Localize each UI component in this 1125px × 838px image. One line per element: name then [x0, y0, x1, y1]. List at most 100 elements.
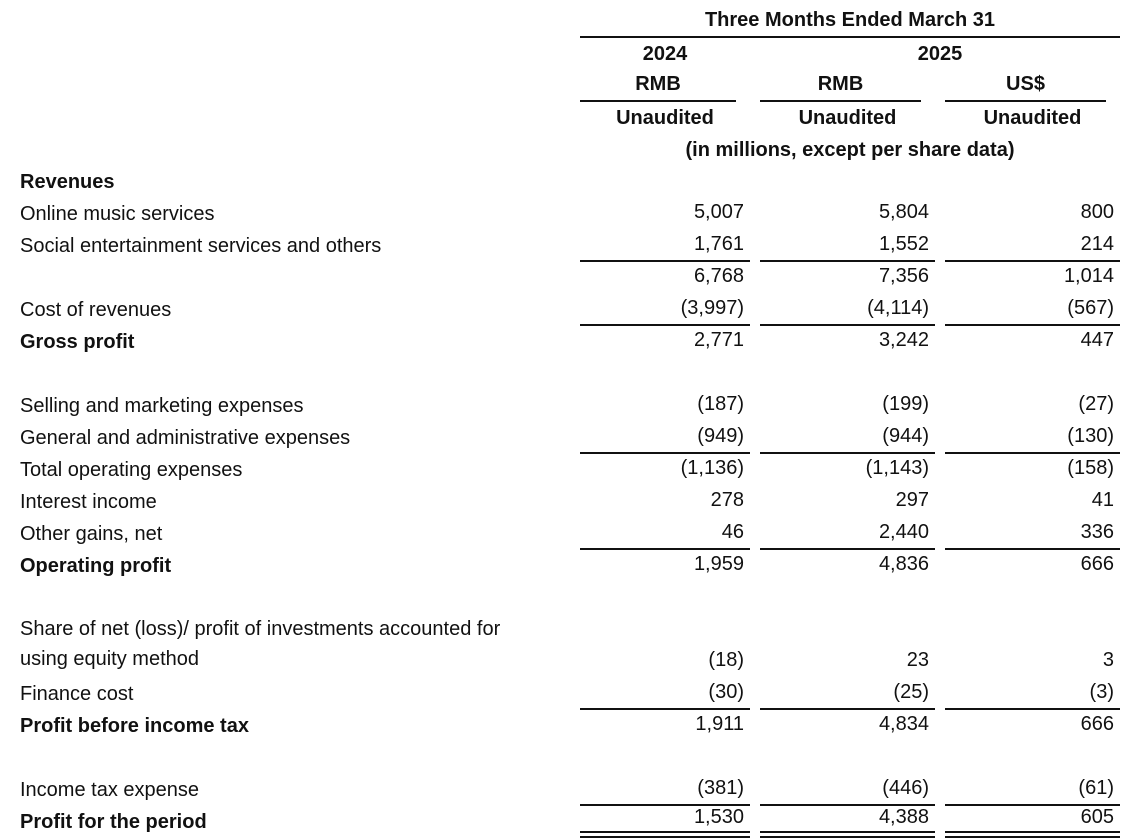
- value-2025-rmb: (1,143): [865, 457, 929, 479]
- row-subtotal: 6,768 7,356 1,014: [0, 262, 1125, 294]
- value-2025-rmb: [760, 608, 935, 614]
- row-label: General and administrative expenses: [0, 427, 570, 454]
- row-label: Income tax expense: [0, 779, 570, 806]
- row-total-operating-expenses: Total operating expenses (1,136) (1,143) (1…: [0, 454, 1125, 486]
- value-2024-rmb: [580, 768, 750, 774]
- row-label: Gross profit: [0, 331, 570, 358]
- value-2025-rmb: (25): [760, 681, 935, 710]
- units-note-row: (in millions, except per share data): [0, 134, 1125, 166]
- row-profit-before-income-tax: Profit before income tax 1,911 4,834 666: [0, 710, 1125, 742]
- row-label: Social entertainment services and others: [0, 235, 570, 262]
- row-label-text: Total operating expenses: [20, 459, 243, 481]
- row-revenues: Revenues: [0, 166, 1125, 198]
- value-2025-usd: 666: [1080, 553, 1114, 575]
- value-2025-rmb: (446): [760, 777, 935, 806]
- value-2024-rmb: (949): [580, 425, 750, 454]
- row-label-text: Other gains, net: [20, 523, 163, 545]
- row-label: Finance cost: [0, 683, 570, 710]
- row-label: Interest income: [0, 491, 570, 518]
- value-2024-rmb: (187): [697, 393, 744, 415]
- value-2024-rmb: 5,007: [693, 201, 744, 223]
- row-online-music-services: Online music services 5,007 5,804 800: [0, 198, 1125, 230]
- value-2025-rmb: 3,242: [878, 329, 929, 351]
- value-2025-usd: (27): [1078, 393, 1114, 415]
- row-share-of-net-loss-profit-of-investments-accounted-for-using-equity-method: Share of net (loss)/ profit of investmen…: [0, 614, 1125, 678]
- row-general-and-administrative-expenses: General and administrative expenses (949)…: [0, 422, 1125, 454]
- value-2025-usd: 800: [1080, 201, 1114, 223]
- value-2025-rmb: (199): [882, 393, 929, 415]
- row-gross-profit: Gross profit 2,771 3,242 447: [0, 326, 1125, 358]
- row-label: Selling and marketing expenses: [0, 395, 570, 422]
- value-2025-usd: [945, 608, 1120, 614]
- value-2025-usd: 336: [945, 521, 1120, 550]
- empty-label-cell: [0, 98, 570, 102]
- value-2024-rmb: (1,136): [680, 457, 744, 479]
- value-2024-rmb: [580, 608, 750, 614]
- row-selling-and-marketing-expenses: Selling and marketing expenses (187) (199)…: [0, 390, 1125, 422]
- value-2024-rmb: (18): [708, 649, 744, 671]
- empty-label-cell: [0, 66, 570, 70]
- row-label: Profit before income tax: [0, 715, 570, 742]
- row-label-text: Operating profit: [20, 555, 172, 577]
- row-label-text: Selling and marketing expenses: [20, 395, 304, 417]
- unaudited-label-2024-rmb: Unaudited: [616, 107, 714, 129]
- value-2025-usd: (3): [945, 681, 1120, 710]
- value-2024-rmb: (3,997): [580, 297, 750, 326]
- row-spacer: [0, 358, 1125, 390]
- row-operating-profit: Operating profit 1,959 4,836 666: [0, 550, 1125, 582]
- row-label: Share of net (loss)/ profit of investmen…: [0, 614, 570, 678]
- row-label: Profit for the period: [0, 811, 570, 838]
- value-2024-rmb: 1,761: [580, 233, 750, 262]
- empty-label-cell: [0, 130, 570, 134]
- row-label-text: Social entertainment services and others: [20, 235, 382, 257]
- value-2024-rmb: [580, 192, 750, 198]
- row-profit-for-the-period: Profit for the period 1,530 4,388 605: [0, 806, 1125, 838]
- year-2024-header: 2024: [642, 43, 688, 65]
- row-label: Online music services: [0, 203, 570, 230]
- value-2024-rmb: 46: [580, 521, 750, 550]
- value-2025-rmb: 1,552: [760, 233, 935, 262]
- value-2025-rmb: 4,388: [760, 806, 935, 838]
- row-label: Revenues: [0, 171, 570, 198]
- value-2025-usd: [945, 384, 1120, 390]
- value-2024-rmb: (381): [580, 777, 750, 806]
- row-interest-income: Interest income 278 297 41: [0, 486, 1125, 518]
- period-header-row: Three Months Ended March 31: [0, 4, 1125, 38]
- row-label-text: Profit for the period: [20, 811, 207, 833]
- value-2025-usd: [945, 768, 1120, 774]
- row-other-gains-net: Other gains, net 46 2,440 336: [0, 518, 1125, 550]
- value-2025-rmb: (4,114): [760, 297, 935, 326]
- period-title: Three Months Ended March 31: [580, 9, 1120, 38]
- empty-label-cell: [0, 34, 570, 38]
- row-income-tax-expense: Income tax expense (381) (446) (61): [0, 774, 1125, 806]
- unaudited-label-2025-usd: Unaudited: [983, 107, 1082, 129]
- row-label: Total operating expenses: [0, 459, 570, 486]
- value-2025-rmb: 5,804: [878, 201, 929, 223]
- value-2025-rmb: [760, 192, 935, 198]
- row-cost-of-revenues: Cost of revenues (3,997) (4,114) (567): [0, 294, 1125, 326]
- year-2025-header: 2025: [917, 43, 963, 65]
- value-2025-usd: [945, 192, 1120, 198]
- row-label-text: Revenues: [20, 171, 115, 193]
- row-label-text: Gross profit: [20, 331, 135, 353]
- value-2025-usd: 3: [1102, 649, 1114, 671]
- value-2025-usd: 1,014: [1063, 265, 1114, 287]
- unaudited-header-row: Unaudited Unaudited Unaudited: [0, 102, 1125, 134]
- empty-label-cell: [0, 770, 570, 774]
- value-2025-rmb: [760, 384, 935, 390]
- value-2025-usd: 214: [945, 233, 1120, 262]
- unaudited-label-2025-rmb: Unaudited: [798, 107, 897, 129]
- empty-label-cell: [0, 162, 570, 166]
- row-finance-cost: Finance cost (30) (25) (3): [0, 678, 1125, 710]
- value-2025-rmb: 4,834: [878, 713, 929, 735]
- empty-label-cell: [0, 290, 570, 294]
- currency-header-2025-rmb: RMB: [760, 73, 921, 102]
- value-2024-rmb: 2,771: [693, 329, 744, 351]
- value-2025-usd: 666: [1080, 713, 1114, 735]
- year-header-row: 2024 2025: [0, 38, 1125, 70]
- value-2025-usd: (567): [945, 297, 1120, 326]
- row-label-text: Online music services: [20, 203, 215, 225]
- row-label-text: Share of net (loss)/ profit of investmen…: [20, 618, 501, 670]
- value-2024-rmb: 1,959: [693, 553, 744, 575]
- value-2025-rmb: 7,356: [878, 265, 929, 287]
